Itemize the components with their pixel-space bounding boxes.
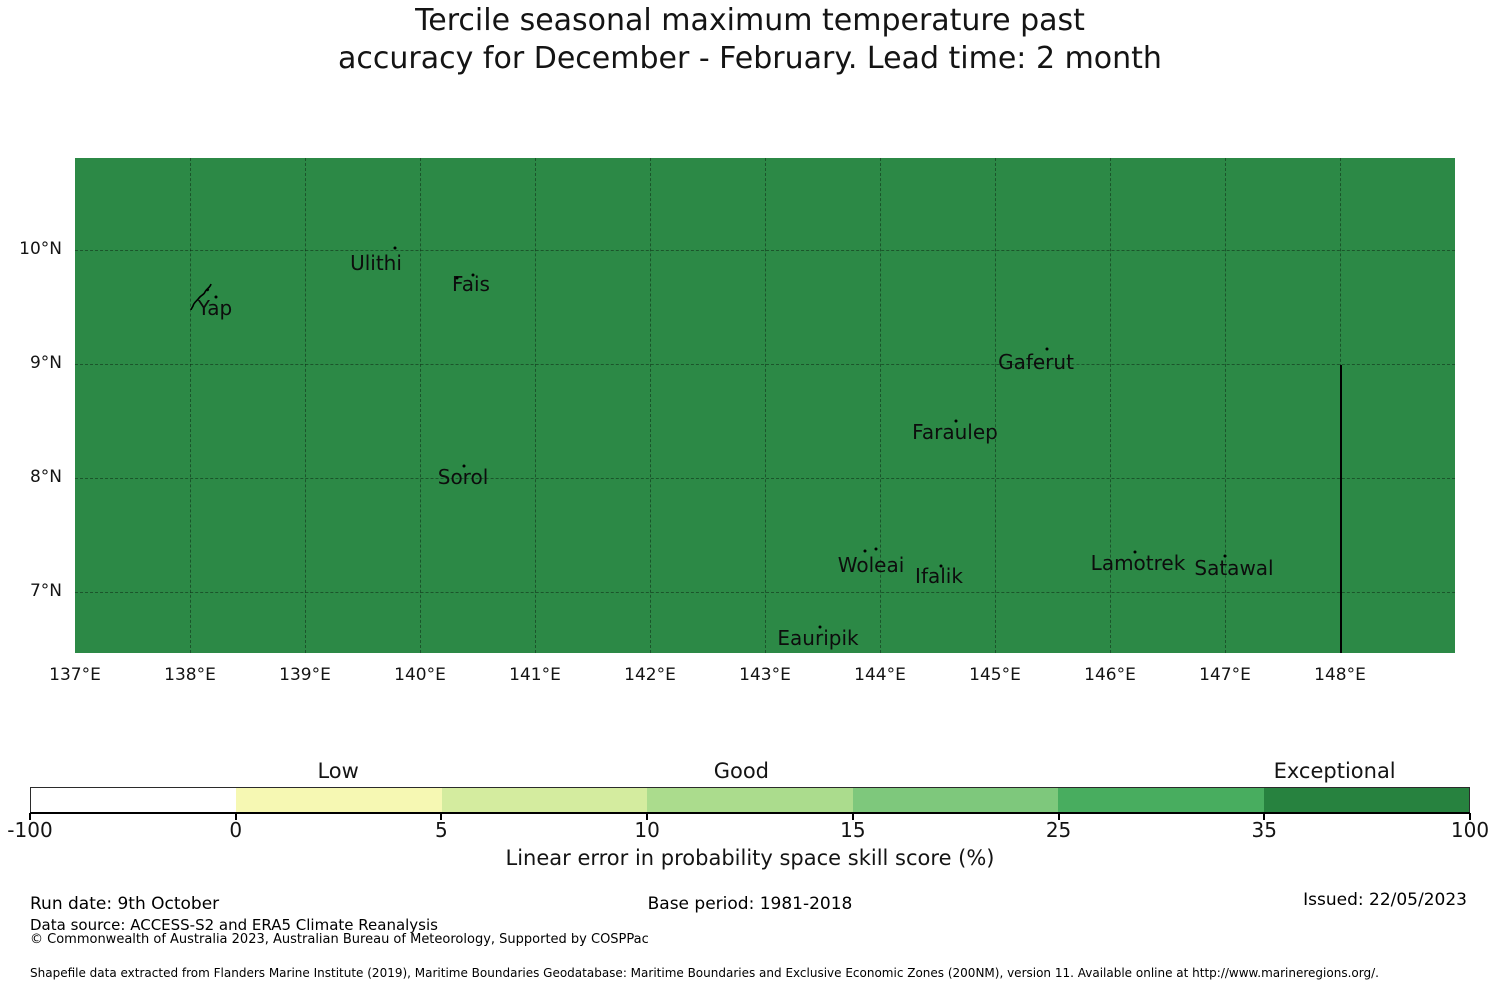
map-gridline-vertical — [765, 158, 766, 653]
island-dot-lamotrek — [1133, 550, 1137, 554]
footer-copyright: © Commonwealth of Australia 2023, Austra… — [30, 932, 649, 947]
map-gridline-horizontal — [75, 364, 1455, 365]
island-dot-woleai — [874, 547, 878, 551]
lon-tick-label: 142°E — [624, 665, 676, 685]
lat-tick-label: 7°N — [29, 581, 62, 601]
lat-tick-label: 10°N — [19, 239, 62, 259]
island-label-satawal: Satawal — [1194, 556, 1274, 580]
lon-tick-label: 144°E — [854, 665, 906, 685]
colorbar-tick-label: 25 — [1045, 818, 1072, 842]
page-title: Tercile seasonal maximum temperature pas… — [0, 2, 1500, 78]
map-gridline-vertical — [190, 158, 191, 653]
island-label-yap: Yap — [197, 296, 233, 320]
lon-tick-label: 137°E — [49, 665, 101, 685]
island-label-sorol: Sorol — [437, 465, 489, 489]
colorbar-tick-label: 5 — [435, 818, 448, 842]
map-gridline-vertical — [1340, 158, 1341, 653]
colorbar-tick-label: 10 — [634, 818, 660, 842]
lon-tick-label: 139°E — [279, 665, 331, 685]
footer-issued-date: Issued: 22/05/2023 — [1303, 890, 1467, 910]
colorbar-tickmark — [1057, 813, 1060, 820]
lon-tick-label: 147°E — [1199, 665, 1251, 685]
colorbar-category-low: Low — [317, 759, 359, 783]
yap-island-shape — [190, 283, 212, 311]
colorbar-segment-1 — [236, 788, 442, 812]
colorbar-tickmark — [234, 813, 237, 820]
map-gridline-vertical — [1225, 158, 1226, 653]
colorbar-tick-label: 100 — [1450, 818, 1490, 842]
lon-tick-label: 145°E — [969, 665, 1021, 685]
island-label-faraulep: Faraulep — [912, 420, 998, 444]
map-gridline-horizontal — [75, 250, 1455, 251]
map-gridline-vertical — [1110, 158, 1111, 653]
map-gridline-horizontal — [75, 478, 1455, 479]
map-gridline-horizontal — [75, 592, 1455, 593]
colorbar-tickmark — [646, 813, 649, 820]
island-label-ulithi: Ulithi — [350, 251, 402, 275]
lon-tick-label: 140°E — [394, 665, 446, 685]
island-label-eauripik: Eauripik — [777, 626, 859, 650]
island-label-fais: Fais — [452, 272, 490, 296]
colorbar-axis-label: Linear error in probability space skill … — [505, 846, 995, 870]
lon-tick-label: 148°E — [1314, 665, 1366, 685]
colorbar-segment-3 — [647, 788, 853, 812]
lat-tick-label: 9°N — [29, 353, 62, 373]
footer-base-period: Base period: 1981-2018 — [647, 894, 853, 914]
island-dot-ifalik — [939, 564, 943, 568]
footer-data-source: Data source: ACCESS-S2 and ERA5 Climate … — [30, 916, 438, 934]
island-label-ifalik: Ifalik — [915, 564, 963, 588]
colorbar-segment-4 — [852, 788, 1059, 812]
island-dot-gaferut — [1045, 347, 1049, 351]
map-gridline-vertical — [995, 158, 996, 653]
map-gridline-vertical — [305, 158, 306, 653]
island-dot-satawal — [1223, 554, 1227, 558]
page-title-line2: accuracy for December - February. Lead t… — [338, 41, 1162, 76]
island-label-lamotrek: Lamotrek — [1090, 551, 1186, 575]
lon-tick-label: 146°E — [1084, 665, 1136, 685]
island-dot-woleai — [863, 549, 867, 553]
map-gridline-vertical — [650, 158, 651, 653]
colorbar-tick-label: -100 — [7, 818, 53, 842]
colorbar-tickmark — [440, 813, 443, 820]
colorbar-tick-label: 15 — [840, 818, 866, 842]
colorbar-tickmark — [29, 813, 31, 820]
lat-tick-label: 8°N — [29, 467, 62, 487]
colorbar-tick-label: 35 — [1251, 818, 1278, 842]
map-gridline-vertical — [880, 158, 881, 653]
colorbar-tickmark — [1263, 813, 1266, 820]
colorbar-tickmark — [851, 813, 854, 820]
island-label-gaferut: Gaferut — [998, 350, 1074, 374]
colorbar-category-exceptional: Exceptional — [1273, 759, 1396, 783]
island-dot-fais — [471, 273, 475, 277]
colorbar-category-good: Good — [713, 759, 770, 783]
lon-tick-label: 143°E — [739, 665, 791, 685]
island-dot-ulithi — [393, 246, 397, 250]
colorbar-tick-label: 0 — [229, 818, 243, 842]
footer-run-date: Run date: 9th October — [30, 894, 220, 914]
lon-tick-label: 141°E — [509, 665, 561, 685]
colorbar — [30, 787, 1470, 813]
island-dot-eauripik — [818, 625, 822, 629]
map-gridline-vertical — [535, 158, 536, 653]
island-label-woleai: Woleai — [837, 553, 905, 577]
colorbar-tickmark — [1469, 813, 1471, 820]
colorbar-segment-5 — [1058, 788, 1264, 812]
footer-shapefile-note: Shapefile data extracted from Flanders M… — [30, 966, 1379, 980]
island-dot-sorol — [462, 464, 466, 468]
island-dot-faraulep — [954, 419, 958, 423]
island-dot-fais — [455, 276, 459, 280]
colorbar-segment-0 — [31, 788, 237, 812]
eez-boundary-line — [1340, 365, 1342, 653]
map-gridline-vertical — [420, 158, 421, 653]
page-title-line1: Tercile seasonal maximum temperature pas… — [415, 3, 1085, 38]
colorbar-segment-6 — [1263, 788, 1469, 812]
colorbar-segment-2 — [441, 788, 648, 812]
colorbar-axis-line — [30, 812, 1470, 814]
map-canvas: Yap Ulithi Fais Sorol Gaferut Faraulep Woleai I… — [75, 158, 1455, 653]
lon-tick-label: 138°E — [164, 665, 216, 685]
island-dot-yap — [214, 295, 218, 299]
